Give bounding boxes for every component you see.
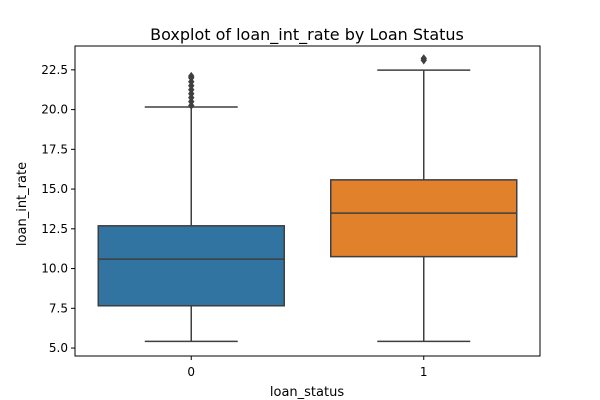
- plot-area: 5.0 7.5 10.0 12.5 15.0 17.5 20.0 22.5 0 1: [41, 45, 541, 379]
- y-tick-label-1: 7.5: [49, 301, 68, 315]
- y-tick-label-0: 5.0: [49, 341, 68, 355]
- outlier-point-0-8: [188, 71, 195, 81]
- x-tick-label-1: 1: [420, 365, 428, 379]
- y-tick-label-4: 15.0: [41, 182, 68, 196]
- box-1: [330, 179, 518, 258]
- x-tick-label-0: 0: [187, 365, 195, 379]
- x-axis-label: loan_status: [270, 385, 344, 400]
- y-tick-label-2: 10.0: [41, 262, 68, 276]
- y-tick-label-6: 20.0: [41, 103, 68, 117]
- plot-frame: [74, 45, 541, 357]
- y-axis-label: loan_int_rate: [15, 162, 30, 246]
- outlier-point-1-1: [420, 54, 427, 63]
- box-0: [97, 225, 285, 307]
- chart-title: Boxplot of loan_int_rate by Loan Status: [150, 25, 464, 45]
- y-tick-label-3: 12.5: [41, 222, 68, 236]
- y-tick-label-7: 22.5: [41, 63, 68, 77]
- y-tick-label-5: 17.5: [41, 142, 68, 156]
